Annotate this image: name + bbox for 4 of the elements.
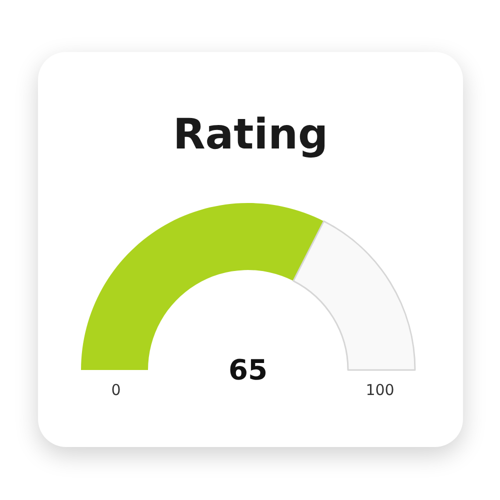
chart-title: Rating	[172, 110, 328, 158]
data-label: 65	[228, 354, 268, 386]
text: 0	[111, 381, 121, 399]
text: 100	[366, 381, 394, 399]
